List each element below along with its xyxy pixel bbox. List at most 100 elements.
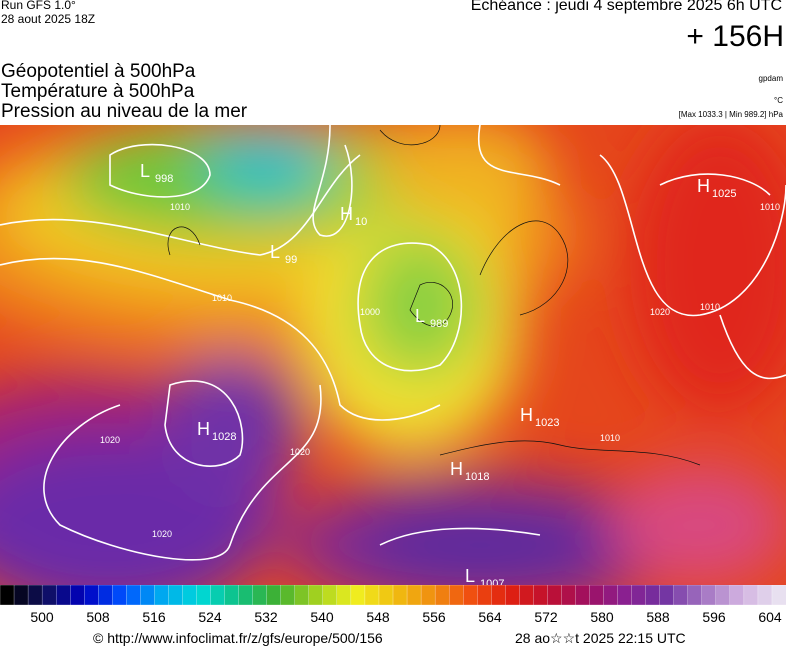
color-swatch xyxy=(238,585,254,606)
color-swatch xyxy=(589,585,605,606)
center-letter: L xyxy=(415,306,425,326)
center-value: 1023 xyxy=(535,417,559,429)
color-swatch xyxy=(182,585,198,606)
color-swatch xyxy=(112,585,127,606)
color-swatch xyxy=(463,585,478,606)
color-swatch xyxy=(364,585,380,606)
colorbar xyxy=(0,585,786,606)
color-swatch xyxy=(505,585,520,606)
color-swatch xyxy=(659,585,675,606)
field: Géopotentiel à 500hPa xyxy=(1,61,196,82)
center-letter: H xyxy=(197,419,210,439)
color-swatch xyxy=(140,585,156,606)
center-letter: H xyxy=(450,459,463,479)
color-swatch xyxy=(154,585,170,606)
colorbar-label: 524 xyxy=(198,609,222,625)
color-swatch xyxy=(547,585,563,606)
valid-time: Echéance : jeudi 4 septembre 2025 6h UTC xyxy=(470,0,782,14)
color-swatch xyxy=(280,585,296,606)
center-letter: L xyxy=(140,161,150,181)
isobar-label: 1010 xyxy=(760,202,780,212)
colorbar-label: 604 xyxy=(758,609,782,625)
color-swatch xyxy=(617,585,633,606)
color-swatch xyxy=(392,585,408,606)
color-swatch xyxy=(0,585,15,606)
colorbar-label: 508 xyxy=(86,609,110,625)
center-value: 1025 xyxy=(712,188,736,200)
color-swatch xyxy=(645,585,661,606)
colorbar-label: 588 xyxy=(646,609,670,625)
colorbar-label: 540 xyxy=(310,609,334,625)
color-swatch xyxy=(406,585,422,606)
color-swatch xyxy=(168,585,184,606)
color-swatch xyxy=(491,585,506,606)
color-swatch xyxy=(126,585,142,606)
colorbar-label: 532 xyxy=(254,609,278,625)
field: Température à 500hPa xyxy=(1,81,195,102)
colorbar-label: 564 xyxy=(478,609,502,625)
color-swatch xyxy=(561,585,577,606)
isobar-label: 1010 xyxy=(600,433,620,443)
isobar-label: 1010 xyxy=(212,293,232,303)
color-swatch xyxy=(84,585,99,606)
center-value: 1018 xyxy=(465,471,489,483)
color-swatch xyxy=(575,585,591,606)
center-letter: L xyxy=(465,566,475,585)
colorbar-label: 596 xyxy=(702,609,726,625)
color-swatch xyxy=(210,585,226,606)
field: Pression au niveau de la mer xyxy=(1,101,248,122)
colorbar-label: 556 xyxy=(422,609,446,625)
isobar-label: 1020 xyxy=(100,435,120,445)
center-value: 1007 xyxy=(480,578,504,585)
center-letter: H xyxy=(697,176,710,196)
color-swatch xyxy=(41,585,57,606)
color-swatch xyxy=(350,585,366,606)
color-swatch xyxy=(757,585,773,606)
color-swatch xyxy=(701,585,717,606)
center-value: 10 xyxy=(355,216,367,228)
color-swatch xyxy=(294,585,310,606)
color-swatch xyxy=(322,585,338,606)
footer-url: © http://www.infoclimat.fr/z/gfs/europe/… xyxy=(93,630,383,646)
color-swatch xyxy=(519,585,535,606)
color-swatch xyxy=(420,585,436,606)
isobar-label: 1020 xyxy=(650,307,670,317)
color-swatch xyxy=(196,585,212,606)
isobar-label: 1010 xyxy=(170,202,190,212)
center-letter: L xyxy=(270,242,280,262)
color-swatch xyxy=(308,585,324,606)
run: Run GFS 1.0° xyxy=(1,0,76,12)
unit: °C xyxy=(774,96,783,105)
color-swatch xyxy=(687,585,703,606)
color-swatch xyxy=(378,585,394,606)
colorbar-label: 548 xyxy=(366,609,390,625)
isobar-label: 1020 xyxy=(152,529,172,539)
color-swatch xyxy=(252,585,268,606)
color-swatch xyxy=(729,585,745,606)
lead-time: + 156H xyxy=(686,20,784,53)
isobar-label: 1000 xyxy=(360,307,380,317)
run-date: 28 aout 2025 18Z xyxy=(1,12,96,26)
center-letter: H xyxy=(340,204,353,224)
color-swatch xyxy=(533,585,549,606)
color-swatch xyxy=(55,585,71,606)
center-value: 1028 xyxy=(212,431,236,443)
isobar-label: 1020 xyxy=(290,447,310,457)
center-letter: H xyxy=(520,405,533,425)
center-value: 99 xyxy=(285,254,297,266)
color-swatch xyxy=(448,585,464,606)
unit: gpdam xyxy=(758,74,783,83)
color-swatch xyxy=(631,585,647,606)
colorbar-label: 580 xyxy=(590,609,614,625)
center-value: 998 xyxy=(155,173,173,185)
color-swatch xyxy=(771,585,786,606)
color-swatch xyxy=(673,585,689,606)
center-value: 989 xyxy=(430,318,448,330)
colorbar-label: 516 xyxy=(142,609,166,625)
color-swatch xyxy=(336,585,352,606)
color-swatch xyxy=(434,585,450,606)
range: [Max 1033.3 | Min 989.2] hPa xyxy=(678,110,783,119)
color-swatch xyxy=(98,585,113,606)
